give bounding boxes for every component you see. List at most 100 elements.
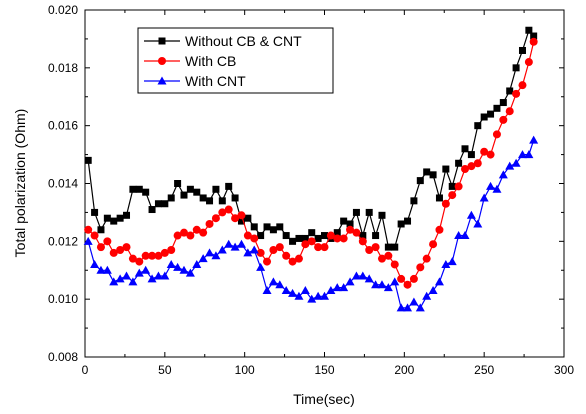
legend: Without CB & CNT With CB With CNT: [137, 27, 334, 94]
data-point: [154, 200, 162, 208]
data-point: [148, 251, 157, 260]
data-point: [391, 243, 399, 251]
data-point: [281, 285, 291, 294]
data-point: [96, 243, 105, 252]
data-point: [192, 259, 202, 268]
data-point: [263, 257, 272, 266]
data-point: [505, 107, 514, 116]
data-point: [103, 214, 111, 222]
data-point: [409, 274, 418, 283]
data-point: [217, 245, 227, 254]
data-point: [122, 271, 132, 280]
data-point: [358, 237, 367, 246]
data-point: [529, 135, 539, 144]
data-point: [314, 234, 322, 242]
data-point: [300, 285, 310, 294]
data-point: [415, 303, 425, 312]
y-tick-label: 0.018: [48, 61, 78, 75]
data-point: [148, 206, 156, 214]
x-tick-label: 50: [158, 363, 172, 377]
y-tick-label: 0.012: [48, 234, 78, 248]
legend-marker: [157, 76, 167, 85]
data-point: [530, 32, 538, 40]
data-point: [474, 122, 482, 130]
data-point: [434, 277, 444, 286]
data-point: [142, 188, 150, 196]
data-point: [352, 228, 361, 237]
data-point: [486, 181, 496, 190]
data-point: [358, 271, 368, 280]
data-point: [224, 205, 233, 214]
data-point: [429, 171, 437, 179]
data-point: [129, 185, 137, 193]
data-point: [282, 251, 291, 260]
data-point: [467, 151, 475, 159]
data-point: [236, 239, 246, 248]
data-point: [218, 197, 226, 205]
data-point: [486, 150, 495, 159]
data-point: [269, 246, 278, 255]
data-point: [276, 223, 284, 231]
data-point: [333, 234, 342, 243]
data-point: [365, 246, 374, 255]
data-point: [423, 168, 431, 176]
x-axis-title: Time(sec): [293, 391, 355, 407]
data-point: [174, 180, 182, 187]
data-point: [320, 291, 329, 300]
data-point: [282, 232, 290, 240]
data-point: [383, 283, 393, 292]
data-point: [499, 115, 508, 124]
data-point: [397, 220, 405, 228]
data-point: [243, 248, 253, 257]
data-point: [378, 211, 386, 219]
data-point: [84, 225, 93, 234]
data-point: [487, 110, 495, 118]
data-point: [173, 231, 182, 240]
x-tick-label: 0: [82, 363, 89, 377]
data-point: [268, 277, 278, 286]
data-point: [320, 243, 329, 252]
data-point: [321, 232, 328, 240]
x-tick-label: 200: [394, 363, 414, 377]
data-point: [525, 26, 533, 34]
data-point: [346, 225, 355, 234]
data-point: [110, 217, 118, 225]
legend-label: With CNT: [185, 73, 246, 89]
data-point: [122, 243, 131, 252]
data-point: [294, 291, 304, 300]
data-point: [345, 277, 355, 286]
data-point: [454, 231, 464, 240]
data-point: [224, 239, 234, 248]
data-point: [442, 165, 450, 173]
data-point: [160, 271, 170, 280]
data-point: [186, 231, 195, 240]
data-point: [307, 237, 316, 246]
data-point: [275, 280, 285, 289]
data-point: [199, 228, 208, 237]
data-point: [422, 254, 431, 263]
data-point: [295, 234, 303, 242]
data-point: [84, 156, 92, 164]
data-point: [359, 232, 367, 240]
data-point: [416, 177, 424, 185]
data-point: [390, 260, 399, 269]
legend-marker: [158, 37, 166, 45]
data-point: [147, 274, 157, 283]
data-point: [256, 262, 266, 271]
x-tick-label: 300: [554, 363, 574, 377]
data-point: [346, 220, 354, 228]
data-point: [237, 217, 245, 225]
data-point: [473, 159, 482, 168]
data-point: [371, 243, 380, 252]
data-point: [404, 217, 412, 225]
data-point: [307, 294, 317, 303]
data-point: [90, 231, 99, 240]
data-point: [403, 280, 412, 289]
legend-label: With CB: [185, 53, 236, 69]
data-point: [428, 285, 438, 294]
data-point: [314, 243, 323, 252]
data-point: [161, 200, 169, 208]
data-point: [103, 237, 112, 246]
data-point: [141, 251, 150, 260]
data-point: [249, 245, 259, 254]
